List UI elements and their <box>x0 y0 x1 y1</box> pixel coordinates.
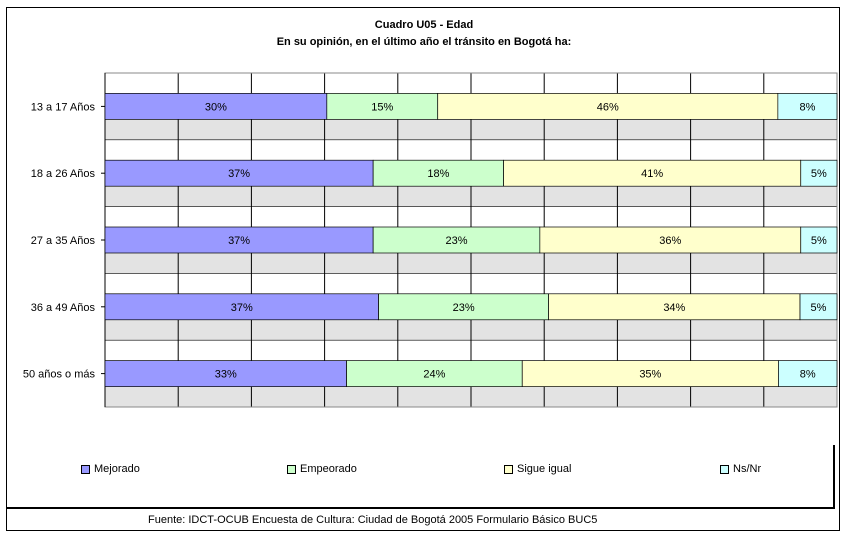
category-label: 27 a 35 Años <box>31 235 96 247</box>
data-label: 33% <box>215 369 237 381</box>
category-label: 18 a 26 Años <box>31 168 96 180</box>
data-label: 5% <box>811 302 827 314</box>
legend-item-mejorado: Mejorado <box>81 463 140 475</box>
bar-segment-empeorado <box>372 159 504 187</box>
bar-segment-mejorado <box>104 293 379 321</box>
bar-segment-sigue-igual <box>548 293 801 321</box>
data-label: 5% <box>811 235 827 247</box>
bar-segment-ns-nr <box>800 159 838 187</box>
category-label: 36 a 49 Años <box>31 302 96 314</box>
bar-segment-ns-nr <box>777 93 838 120</box>
data-label: 34% <box>663 302 685 314</box>
data-label: 8% <box>799 101 815 113</box>
bar-segment-ns-nr <box>778 360 838 387</box>
bar-segment-mejorado <box>104 226 374 254</box>
data-label: 30% <box>205 101 227 113</box>
data-label: 18% <box>427 168 449 180</box>
bar-segment-sigue-igual <box>539 226 802 254</box>
frame-shadow-right <box>833 445 835 509</box>
bar-segment-ns-nr <box>800 226 838 254</box>
legend-item-ns-nr: Ns/Nr <box>720 463 761 475</box>
bar-segment-sigue-igual <box>437 93 779 120</box>
legend-swatch-ns-nr <box>720 464 729 474</box>
legend-label-ns-nr: Ns/Nr <box>733 463 762 475</box>
data-label: 23% <box>445 235 467 247</box>
source-note: Fuente: IDCT-OCUB Encuesta de Cultura: C… <box>148 514 598 526</box>
data-label: 37% <box>228 168 250 180</box>
bar-segment-empeorado <box>378 293 549 321</box>
bar-segment-sigue-igual <box>503 159 802 187</box>
legend-swatch-mejorado <box>81 464 90 474</box>
data-label: 8% <box>800 369 816 381</box>
legend-swatch-empeorado <box>287 464 296 474</box>
data-label: 23% <box>453 302 475 314</box>
chart-subtitle: En su opinión, en el último año el tráns… <box>276 36 572 48</box>
data-label: 5% <box>811 168 827 180</box>
data-label: 35% <box>639 369 661 381</box>
data-label: 15% <box>371 101 393 113</box>
data-label: 36% <box>659 235 681 247</box>
legend-label-empeorado: Empeorado <box>300 463 357 475</box>
bar-segment-empeorado <box>326 93 439 120</box>
bar-segment-empeorado <box>346 360 523 387</box>
bar-segment-mejorado <box>104 159 374 187</box>
data-label: 41% <box>641 168 663 180</box>
bar-segment-mejorado <box>104 360 347 387</box>
bar-segment-ns-nr <box>799 293 838 321</box>
legend-swatch-sigue-igual <box>504 464 513 474</box>
category-label: 13 a 17 Años <box>31 101 96 113</box>
category-label: 50 años o más <box>23 369 96 381</box>
legend-item-empeorado: Empeorado <box>287 463 357 475</box>
bar-segment-empeorado <box>372 226 541 254</box>
chart-title: Cuadro U05 - Edad <box>374 19 474 31</box>
legend-item-sigue-igual: Sigue igual <box>504 463 571 475</box>
data-label: 37% <box>231 302 253 314</box>
data-label: 24% <box>423 369 445 381</box>
bar-segment-mejorado <box>104 93 328 120</box>
legend-label-sigue-igual: Sigue igual <box>517 463 572 475</box>
legend-label-mejorado: Mejorado <box>94 463 140 475</box>
bar-segment-sigue-igual <box>521 360 779 387</box>
frame-shadow-bottom <box>6 507 835 509</box>
data-label: 37% <box>228 235 250 247</box>
data-label: 46% <box>597 101 619 113</box>
